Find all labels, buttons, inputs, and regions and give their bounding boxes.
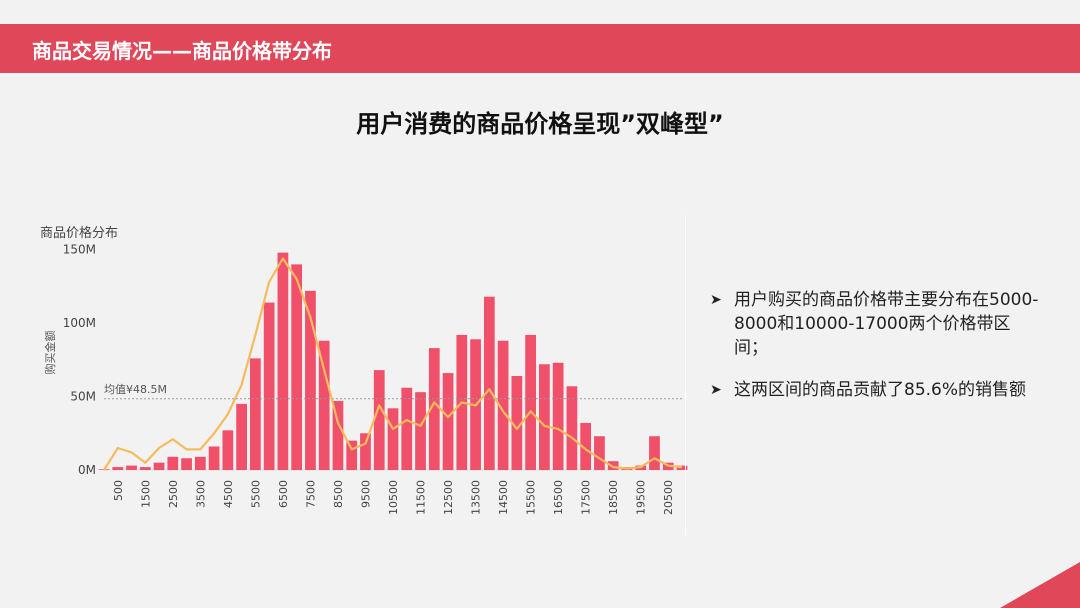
y-tick-label: 100M [63, 316, 96, 330]
bar [263, 302, 275, 470]
x-tick-label: 10500 [387, 480, 400, 515]
y-tick-label: 0M [78, 463, 96, 477]
x-tick-label: 9500 [359, 480, 372, 508]
bar [483, 296, 495, 470]
bar [511, 376, 523, 470]
x-tick-label: 2500 [167, 480, 180, 508]
bar [360, 433, 371, 470]
bar [250, 358, 261, 470]
x-tick-label: 19500 [635, 480, 648, 515]
x-tick-label: 18500 [607, 480, 620, 515]
mean-annotation: 均值¥48.5M [104, 383, 167, 396]
bar [497, 340, 509, 470]
x-tick-label: 1500 [139, 480, 152, 508]
bar [428, 348, 440, 470]
bar [332, 400, 344, 470]
vertical-divider [685, 215, 686, 535]
bar [552, 362, 564, 470]
corner-triangle-decoration [1000, 562, 1080, 608]
arrow-bullet-icon: ➤ [710, 382, 722, 398]
bar [126, 465, 137, 470]
bar [277, 252, 289, 470]
bullet-item: ➤ 用户购买的商品价格带主要分布在5000-8000和10000-17000两个… [710, 288, 1040, 360]
bullet-list: ➤ 用户购买的商品价格带主要分布在5000-8000和10000-17000两个… [710, 288, 1040, 420]
bar [580, 423, 592, 470]
bar [649, 436, 660, 470]
x-tick-label: 500 [112, 480, 125, 501]
x-tick-label: 11500 [415, 480, 428, 515]
bar [291, 264, 303, 470]
bar [594, 436, 605, 470]
bar [566, 386, 578, 470]
x-tick-label: 8500 [332, 480, 345, 508]
header-title: 商品交易情况——商品价格带分布 [32, 39, 332, 63]
x-tick-label: 17500 [580, 480, 593, 515]
bar [318, 340, 330, 470]
x-tick-label: 14500 [497, 480, 510, 515]
y-tick-label: 150M [63, 243, 96, 257]
x-tick-label: 6500 [277, 480, 290, 508]
bar [346, 440, 358, 470]
x-tick-label: 7500 [304, 480, 317, 508]
trend-line [103, 257, 683, 471]
bar [442, 373, 454, 470]
bar [139, 467, 151, 470]
x-tick-label: 4500 [222, 480, 235, 508]
bar [305, 290, 316, 470]
bar [208, 446, 220, 470]
price-distribution-chart: 商品价格分布购买金额 0M 50M 100M 150M 均值¥48.5M 500 1500 25… [30, 215, 690, 545]
x-tick-label: 12500 [442, 480, 455, 515]
bar [387, 408, 399, 470]
headline: 用户消费的商品价格呈现”双峰型” [356, 110, 724, 138]
bar [415, 392, 426, 470]
chart-title: 商品价格分布 [40, 225, 118, 241]
bullet-text: 用户购买的商品价格带主要分布在5000-8000和10000-17000两个价格… [734, 290, 1039, 358]
bar [181, 458, 192, 470]
bar [194, 456, 206, 470]
bar [167, 456, 179, 470]
bar [539, 364, 550, 470]
y-tick-label: 50M [70, 390, 96, 404]
header-bar: 商品交易情况——商品价格带分布 [0, 24, 1080, 73]
x-tick-label: 13500 [470, 480, 483, 515]
y-axis-label: 购买金额 [43, 331, 57, 375]
bar [607, 461, 619, 470]
bar [222, 430, 234, 470]
bar [236, 403, 247, 470]
bullet-text: 这两区间的商品贡献了85.6%的销售额 [734, 380, 1027, 400]
bar [525, 334, 536, 470]
arrow-bullet-icon: ➤ [710, 292, 722, 308]
x-tick-label: 5500 [249, 480, 262, 508]
x-tick-label: 20500 [662, 480, 675, 515]
x-tick-label: 3500 [194, 480, 207, 508]
bar [676, 465, 688, 470]
bar [112, 467, 124, 470]
bar [373, 370, 385, 470]
bar [153, 462, 165, 470]
x-tick-label: 15500 [525, 480, 538, 515]
bullet-item: ➤ 这两区间的商品贡献了85.6%的销售额 [710, 378, 1040, 402]
bar [401, 387, 413, 470]
x-tick-label: 16500 [552, 480, 565, 515]
